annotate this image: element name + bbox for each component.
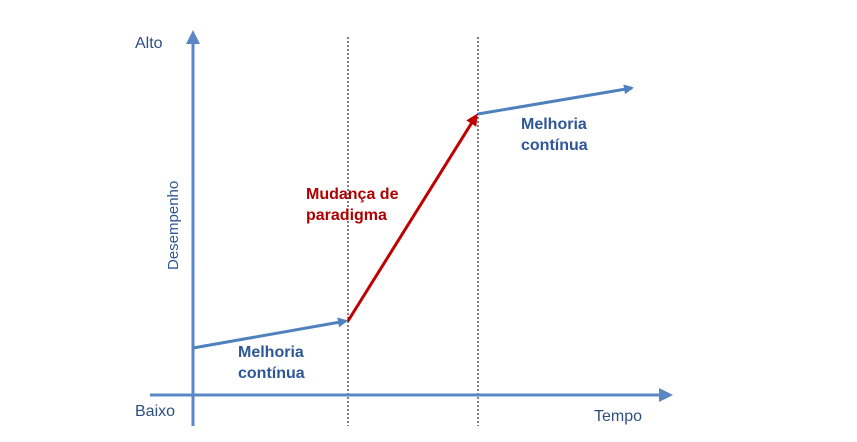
first-phase-label-line1: Melhoria (238, 344, 304, 361)
continuous-improvement-arrow-1 (192, 317, 348, 350)
y-axis-top-label: Alto (135, 35, 163, 52)
first-phase-label-line2: contínua (238, 365, 305, 382)
second-phase-label-line2: contínua (521, 137, 588, 154)
continuous-improvement-arrow-2 (477, 84, 634, 116)
shift-phase-label-line2: paradigma (306, 207, 387, 224)
second-phase-label-line1: Melhoria (521, 116, 587, 133)
paradigm-shift-arrow (346, 113, 478, 322)
x-axis-title: Tempo (594, 408, 642, 425)
y-axis-bottom-label: Baixo (135, 403, 175, 420)
shift-phase-label-line1: Mudança de (306, 186, 399, 203)
y-axis-title: Desempenho (165, 181, 182, 270)
